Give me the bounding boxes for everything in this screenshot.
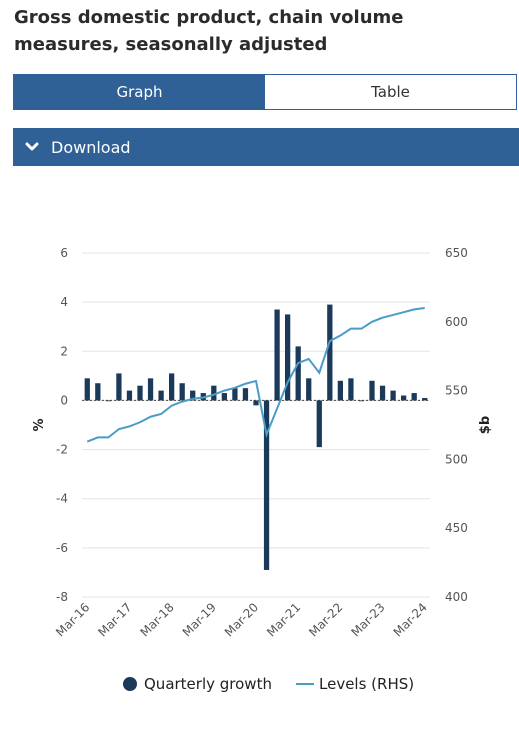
y-left-tick-label: -6 bbox=[56, 541, 68, 555]
growth-bar bbox=[232, 388, 238, 401]
y-right-tick-label: 400 bbox=[445, 590, 468, 604]
y-left-axis-title: % bbox=[32, 418, 47, 431]
growth-bar bbox=[379, 385, 386, 401]
y-left-tick-label: -4 bbox=[56, 492, 68, 506]
growth-bar bbox=[348, 378, 354, 401]
x-tick-label: Mar-20 bbox=[222, 600, 261, 639]
y-right-tick-label: 450 bbox=[445, 521, 468, 535]
y-left-tick-label: 0 bbox=[60, 393, 68, 407]
growth-bar bbox=[211, 385, 217, 401]
growth-bar bbox=[169, 373, 175, 401]
chevron-down-icon bbox=[25, 142, 39, 151]
growth-bar bbox=[242, 388, 249, 401]
growth-bar bbox=[422, 397, 428, 401]
y-right-tick-label: 600 bbox=[445, 315, 468, 329]
growth-bar bbox=[179, 383, 185, 401]
legend-bar-icon bbox=[123, 677, 137, 691]
x-tick-label: Mar-22 bbox=[306, 600, 345, 639]
download-label: Download bbox=[51, 137, 131, 157]
x-tick-label: Mar-21 bbox=[264, 600, 303, 639]
x-tick-label: Mar-24 bbox=[391, 600, 430, 639]
y-left-tick-label: 4 bbox=[60, 295, 68, 309]
growth-bar bbox=[221, 393, 227, 401]
y-right-axis-title: $b bbox=[478, 416, 493, 434]
y-left-tick-label: -8 bbox=[56, 590, 68, 604]
x-tick-label: Mar-16 bbox=[53, 600, 92, 639]
growth-bar bbox=[285, 314, 291, 401]
growth-bar bbox=[105, 400, 111, 402]
tab-graph[interactable]: Graph bbox=[14, 75, 265, 109]
y-right-tick-label: 500 bbox=[445, 452, 468, 466]
x-tick-label: Mar-19 bbox=[180, 600, 219, 639]
x-tick-label: Mar-18 bbox=[138, 600, 177, 639]
download-button[interactable]: Download bbox=[13, 128, 519, 166]
growth-bar bbox=[274, 309, 280, 401]
growth-bar bbox=[126, 390, 133, 401]
growth-bar bbox=[84, 378, 90, 401]
growth-bar bbox=[369, 380, 375, 401]
y-right-tick-label: 650 bbox=[445, 246, 468, 260]
growth-bar bbox=[295, 346, 301, 401]
view-tabs: Graph Table bbox=[13, 74, 517, 110]
y-left-tick-label: 2 bbox=[60, 344, 68, 358]
x-tick-label: Mar-23 bbox=[348, 600, 387, 639]
growth-bar bbox=[263, 400, 270, 570]
growth-bar bbox=[95, 383, 101, 401]
growth-bar bbox=[306, 378, 312, 401]
growth-bar bbox=[147, 378, 154, 401]
page-title: Gross domestic product, chain volume mea… bbox=[14, 7, 404, 55]
growth-bar bbox=[337, 380, 343, 401]
growth-bar bbox=[411, 393, 417, 401]
growth-bar bbox=[253, 400, 259, 406]
legend-label-line: Levels (RHS) bbox=[319, 675, 414, 693]
growth-bar bbox=[390, 390, 396, 401]
levels-line bbox=[86, 307, 425, 443]
growth-bar bbox=[116, 373, 122, 401]
growth-bar bbox=[190, 390, 196, 401]
growth-bar bbox=[401, 395, 407, 401]
x-tick-label: Mar-17 bbox=[95, 600, 134, 639]
growth-bar bbox=[316, 400, 322, 448]
y-left-tick-label: -2 bbox=[56, 443, 68, 457]
growth-bar bbox=[358, 400, 365, 402]
tab-table[interactable]: Table bbox=[265, 75, 516, 109]
growth-bar bbox=[158, 390, 164, 401]
growth-bar bbox=[137, 385, 143, 401]
growth-bar bbox=[327, 304, 333, 401]
y-left-tick-label: 6 bbox=[60, 246, 68, 260]
y-right-tick-label: 550 bbox=[445, 384, 468, 398]
legend-label-bars: Quarterly growth bbox=[144, 675, 272, 693]
